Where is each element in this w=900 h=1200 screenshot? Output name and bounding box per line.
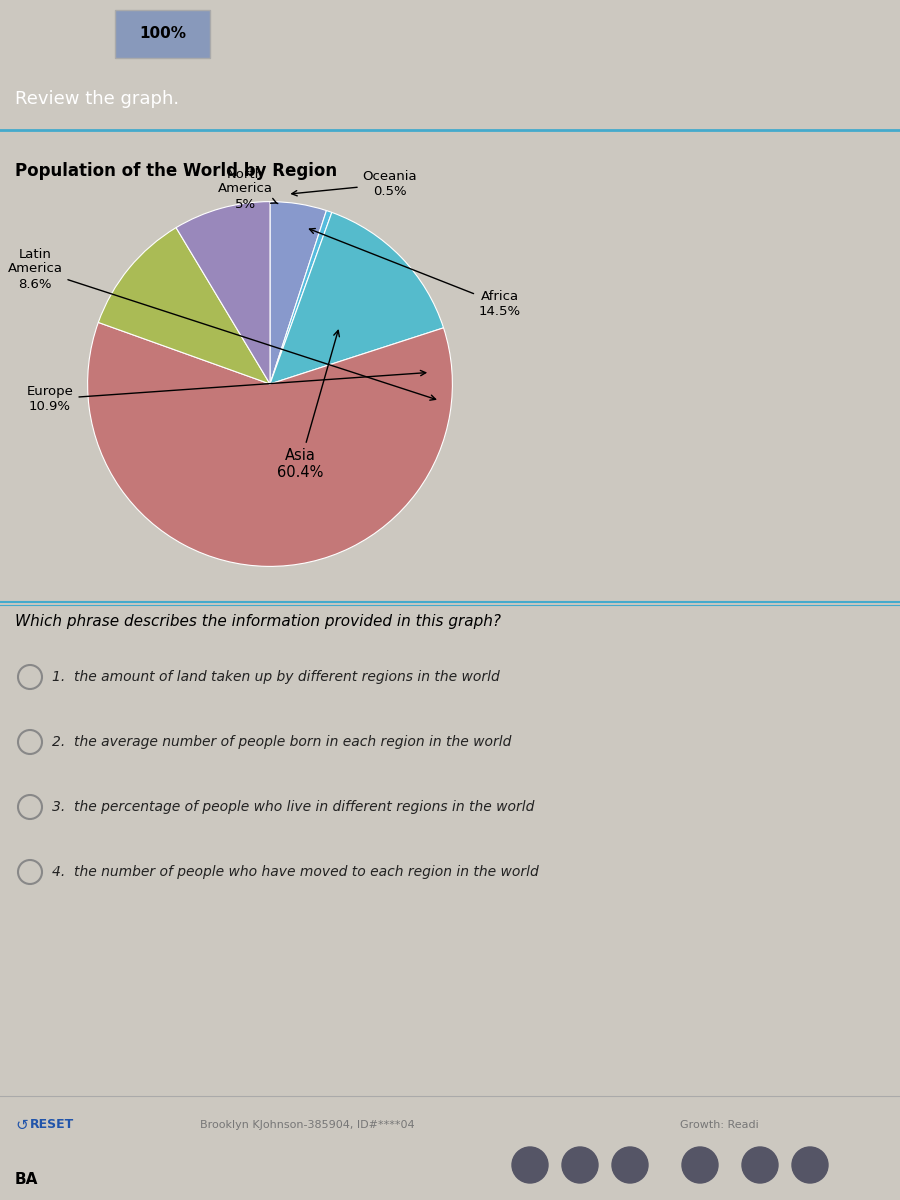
Wedge shape (270, 202, 327, 384)
Text: Europe
10.9%: Europe 10.9% (27, 371, 426, 413)
Text: Latin
America
8.6%: Latin America 8.6% (7, 247, 436, 400)
Text: Brooklyn KJohnson-385904, ID#****04: Brooklyn KJohnson-385904, ID#****04 (200, 1120, 415, 1130)
Text: Oceania
0.5%: Oceania 0.5% (292, 170, 418, 198)
Text: Asia
60.4%: Asia 60.4% (277, 330, 339, 480)
Text: Which phrase describes the information provided in this graph?: Which phrase describes the information p… (15, 614, 501, 629)
Text: Review the graph.: Review the graph. (15, 90, 179, 108)
Text: North
America
5%: North America 5% (218, 168, 278, 210)
Circle shape (612, 1147, 648, 1183)
Wedge shape (270, 210, 332, 384)
Text: Population of the World by Region: Population of the World by Region (15, 162, 338, 180)
Wedge shape (270, 212, 444, 384)
Text: ↺: ↺ (15, 1117, 28, 1133)
FancyBboxPatch shape (115, 10, 210, 58)
Circle shape (742, 1147, 778, 1183)
Text: 3.  the percentage of people who live in different regions in the world: 3. the percentage of people who live in … (52, 800, 535, 814)
Text: 1.  the amount of land taken up by different regions in the world: 1. the amount of land taken up by differ… (52, 670, 500, 684)
Text: 4.  the number of people who have moved to each region in the world: 4. the number of people who have moved t… (52, 865, 539, 878)
Text: Growth: Readi: Growth: Readi (680, 1120, 759, 1130)
Circle shape (512, 1147, 548, 1183)
Circle shape (792, 1147, 828, 1183)
Text: 100%: 100% (140, 26, 186, 42)
Text: RESET: RESET (30, 1118, 74, 1132)
Wedge shape (98, 228, 270, 384)
Wedge shape (87, 323, 453, 566)
Text: Africa
14.5%: Africa 14.5% (310, 228, 521, 318)
Circle shape (682, 1147, 718, 1183)
Circle shape (562, 1147, 598, 1183)
Wedge shape (176, 202, 270, 384)
Text: 2.  the average number of people born in each region in the world: 2. the average number of people born in … (52, 734, 511, 749)
Text: BA: BA (15, 1172, 39, 1188)
